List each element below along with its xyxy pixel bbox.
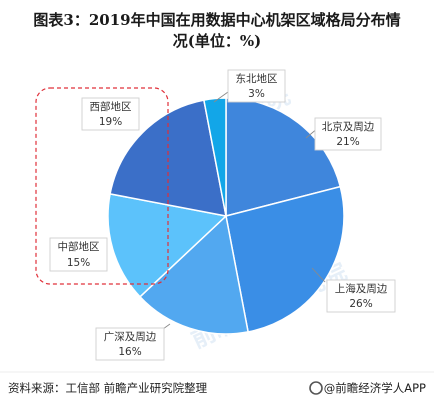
label-name-guangshen: 广深及周边 bbox=[104, 331, 157, 343]
pie-slice-xibu bbox=[109, 99, 227, 217]
label-name-beijing: 北京及周边 bbox=[322, 120, 375, 133]
brand-icon bbox=[309, 381, 323, 395]
pie-slice-dongbei bbox=[203, 97, 227, 217]
pie-slice-shanghai bbox=[225, 185, 345, 333]
label-name-xibu: 西部地区 bbox=[90, 100, 132, 113]
label-boxes: 东北地区 3% 北京及周边 21% 上海及周边 26% 广深及周边 16% 中部… bbox=[49, 69, 396, 361]
label-value-zhongbu: 15% bbox=[67, 257, 90, 269]
label-value-shanghai: 26% bbox=[349, 298, 372, 310]
label-box-guangshen bbox=[95, 327, 165, 361]
label-value-guangshen: 16% bbox=[118, 346, 141, 358]
label-box-dongbei bbox=[227, 69, 286, 103]
label-value-beijing: 21% bbox=[336, 136, 359, 148]
label-value-xibu: 19% bbox=[99, 116, 122, 128]
chart-title-line2: 况(单位：%) bbox=[173, 32, 261, 50]
pie-slices bbox=[107, 97, 345, 335]
pie-slice-guangshen bbox=[138, 214, 249, 335]
label-name-zhongbu: 中部地区 bbox=[58, 240, 100, 253]
pie-slice-zhongbu bbox=[107, 193, 228, 298]
brand-group: @前瞻经济学人APP bbox=[309, 381, 426, 395]
leader-line-shanghai bbox=[311, 267, 326, 283]
label-box-zhongbu bbox=[49, 237, 108, 272]
label-box-shanghai bbox=[326, 279, 396, 313]
label-name-shanghai: 上海及周边 bbox=[335, 282, 388, 295]
source-note: 资料来源：工信部 前瞻产业研究院整理 bbox=[8, 381, 208, 395]
label-name-dongbei: 东北地区 bbox=[236, 72, 278, 85]
leader-line-dongbei bbox=[213, 91, 229, 103]
highlight-box bbox=[35, 87, 169, 285]
label-box-xibu bbox=[81, 97, 140, 131]
label-value-dongbei: 3% bbox=[248, 88, 265, 100]
brand-text: @前瞻经济学人APP bbox=[324, 381, 426, 395]
chart-title-line1: 图表3：2019年中国在用数据中心机架区域格局分布情 bbox=[33, 11, 400, 29]
label-box-beijing bbox=[314, 117, 382, 151]
